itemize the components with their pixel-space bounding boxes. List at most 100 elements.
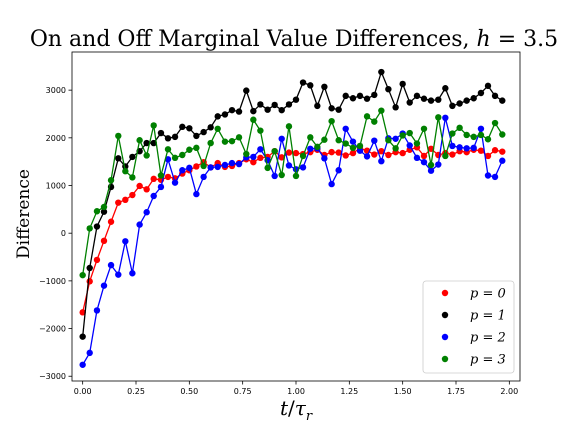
data-point-p1: [371, 91, 378, 99]
data-point-p0: [79, 309, 86, 316]
data-point-p3: [335, 137, 342, 144]
data-point-p2: [328, 180, 335, 188]
data-point-p3: [385, 137, 392, 144]
data-point-p3: [349, 144, 357, 152]
data-point-p1: [207, 124, 214, 131]
x-axis-label: t/τr: [280, 396, 313, 424]
data-point-p1: [150, 139, 157, 147]
data-point-p0: [193, 163, 200, 170]
data-point-p3: [413, 140, 421, 147]
y-tick-label: 1000: [46, 182, 66, 191]
data-point-p1: [363, 95, 371, 102]
data-point-p3: [449, 130, 456, 137]
y-axis-label: Difference: [14, 169, 34, 259]
data-point-p1: [214, 113, 221, 120]
data-point-p0: [477, 147, 485, 154]
x-label-t: t: [280, 396, 289, 420]
data-point-p3: [207, 139, 214, 147]
data-point-p3: [214, 125, 221, 132]
plot-area: [79, 68, 506, 368]
data-point-p3: [328, 117, 335, 125]
title-text: On and Off Marginal Value Differences,: [30, 27, 477, 52]
legend-label: p = 3: [470, 353, 506, 368]
data-point-p2: [491, 173, 499, 181]
y-tick-label: −1000: [39, 277, 66, 286]
data-point-p1: [129, 153, 136, 161]
x-tick-label: 0.50: [180, 387, 198, 396]
data-point-p2: [427, 167, 435, 174]
data-point-p2: [307, 145, 314, 152]
data-point-p0: [122, 196, 129, 204]
data-point-p0: [349, 149, 357, 157]
data-point-p2: [115, 271, 122, 278]
legend-marker: [441, 311, 449, 319]
data-point-p3: [264, 164, 271, 172]
data-point-p3: [79, 271, 86, 279]
series-p3: [79, 107, 506, 279]
data-point-p2: [186, 164, 193, 172]
legend-marker: [441, 333, 449, 341]
data-point-p1: [406, 99, 413, 106]
data-point-p1: [278, 106, 285, 114]
data-point-p3: [200, 162, 207, 170]
data-point-p3: [470, 133, 477, 141]
data-point-p0: [385, 151, 392, 159]
data-point-p1: [378, 68, 385, 76]
data-point-p2: [406, 142, 413, 149]
data-point-p1: [399, 80, 406, 88]
data-point-p1: [179, 123, 186, 131]
data-point-p2: [122, 238, 129, 245]
data-point-p2: [356, 147, 364, 154]
data-point-p2: [371, 137, 378, 144]
data-point-p3: [164, 146, 172, 153]
data-point-p2: [278, 135, 285, 142]
data-point-p1: [307, 82, 314, 89]
data-point-p0: [150, 175, 157, 183]
data-point-p1: [335, 106, 342, 113]
data-point-p1: [93, 223, 101, 230]
data-point-p0: [107, 218, 115, 225]
data-point-p3: [321, 136, 328, 143]
data-point-p0: [143, 186, 150, 193]
data-point-p3: [250, 116, 257, 123]
data-point-p0: [328, 148, 335, 156]
data-point-p0: [250, 158, 257, 166]
data-point-p3: [477, 131, 485, 139]
data-point-p0: [491, 147, 499, 154]
data-point-p0: [164, 173, 172, 181]
data-point-p1: [171, 133, 179, 141]
data-point-p1: [86, 264, 93, 272]
data-point-p2: [129, 270, 136, 277]
x-tick-label: 1.50: [394, 387, 412, 396]
data-point-p3: [93, 208, 101, 215]
data-point-p2: [221, 161, 229, 169]
legend-label: p = 2: [470, 331, 506, 346]
x-tick-label: 0.00: [74, 387, 92, 396]
data-point-p2: [342, 125, 349, 132]
data-point-p0: [100, 237, 108, 245]
data-point-p1: [299, 79, 307, 86]
data-point-p3: [314, 143, 321, 151]
data-point-p3: [129, 174, 136, 181]
data-point-p3: [228, 137, 236, 145]
data-point-p3: [392, 145, 399, 152]
data-point-p3: [143, 152, 150, 159]
data-point-p3: [371, 118, 378, 125]
data-point-p1: [385, 85, 392, 93]
data-point-p0: [499, 148, 506, 155]
legend: p = 0 p = 1 p = 2 p = 3: [422, 280, 515, 374]
x-tick-label: 1.25: [340, 387, 358, 396]
x-label-sub: r: [306, 409, 313, 424]
y-tick-label: 3000: [46, 86, 66, 95]
data-point-p0: [136, 182, 143, 190]
data-point-p1: [321, 83, 328, 91]
data-point-p1: [193, 132, 200, 140]
data-point-p3: [271, 147, 278, 155]
data-point-p3: [107, 177, 115, 184]
data-point-p1: [413, 92, 421, 100]
data-point-p1: [200, 128, 207, 136]
data-point-p2: [378, 157, 385, 165]
data-point-p3: [186, 146, 193, 153]
data-point-p2: [321, 155, 328, 162]
data-point-p3: [491, 119, 499, 127]
